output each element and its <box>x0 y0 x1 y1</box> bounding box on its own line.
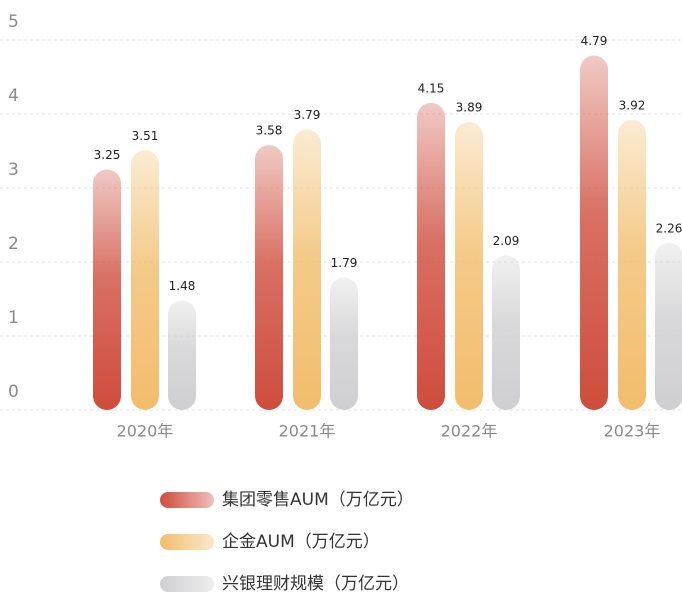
y-tick-label: 5 <box>8 12 19 32</box>
value-label: 4.79 <box>581 34 608 48</box>
y-tick-label: 2 <box>8 234 19 254</box>
x-tick-label: 2023年 <box>604 422 661 441</box>
legend-label: 兴银理财规模（万亿元） <box>222 574 409 594</box>
value-label: 2.09 <box>493 234 520 248</box>
value-label: 1.48 <box>169 279 196 293</box>
value-label: 3.92 <box>619 98 646 112</box>
value-label: 2.26 <box>656 221 682 235</box>
bar <box>131 150 159 410</box>
bar <box>655 242 682 410</box>
value-label: 3.58 <box>256 124 283 138</box>
legend-label: 集团零售AUM（万亿元） <box>222 490 414 510</box>
value-label: 3.89 <box>456 101 483 115</box>
legend-label: 企金AUM（万亿元） <box>222 532 380 552</box>
bar <box>330 277 358 410</box>
legend-swatch <box>160 576 214 592</box>
legend-swatch <box>160 492 214 508</box>
value-label: 3.79 <box>294 108 321 122</box>
bar <box>93 169 121 410</box>
value-label: 3.25 <box>94 148 121 162</box>
y-tick-label: 1 <box>8 308 19 328</box>
bar <box>168 300 196 410</box>
value-label: 3.51 <box>132 129 159 143</box>
bar <box>455 122 483 410</box>
bar <box>293 129 321 411</box>
x-tick-label: 2020年 <box>117 422 174 441</box>
y-tick-label: 3 <box>8 160 19 180</box>
value-label: 1.79 <box>331 256 358 270</box>
x-tick-label: 2022年 <box>441 422 498 441</box>
bar <box>580 55 608 410</box>
value-label: 4.15 <box>418 81 445 95</box>
x-tick-label: 2021年 <box>279 422 336 441</box>
bar <box>492 255 520 410</box>
bar <box>618 119 646 411</box>
bar <box>255 145 283 410</box>
y-tick-label: 4 <box>8 86 19 106</box>
legend-swatch <box>160 534 214 550</box>
bar <box>417 102 445 411</box>
y-tick-label: 0 <box>8 382 19 402</box>
